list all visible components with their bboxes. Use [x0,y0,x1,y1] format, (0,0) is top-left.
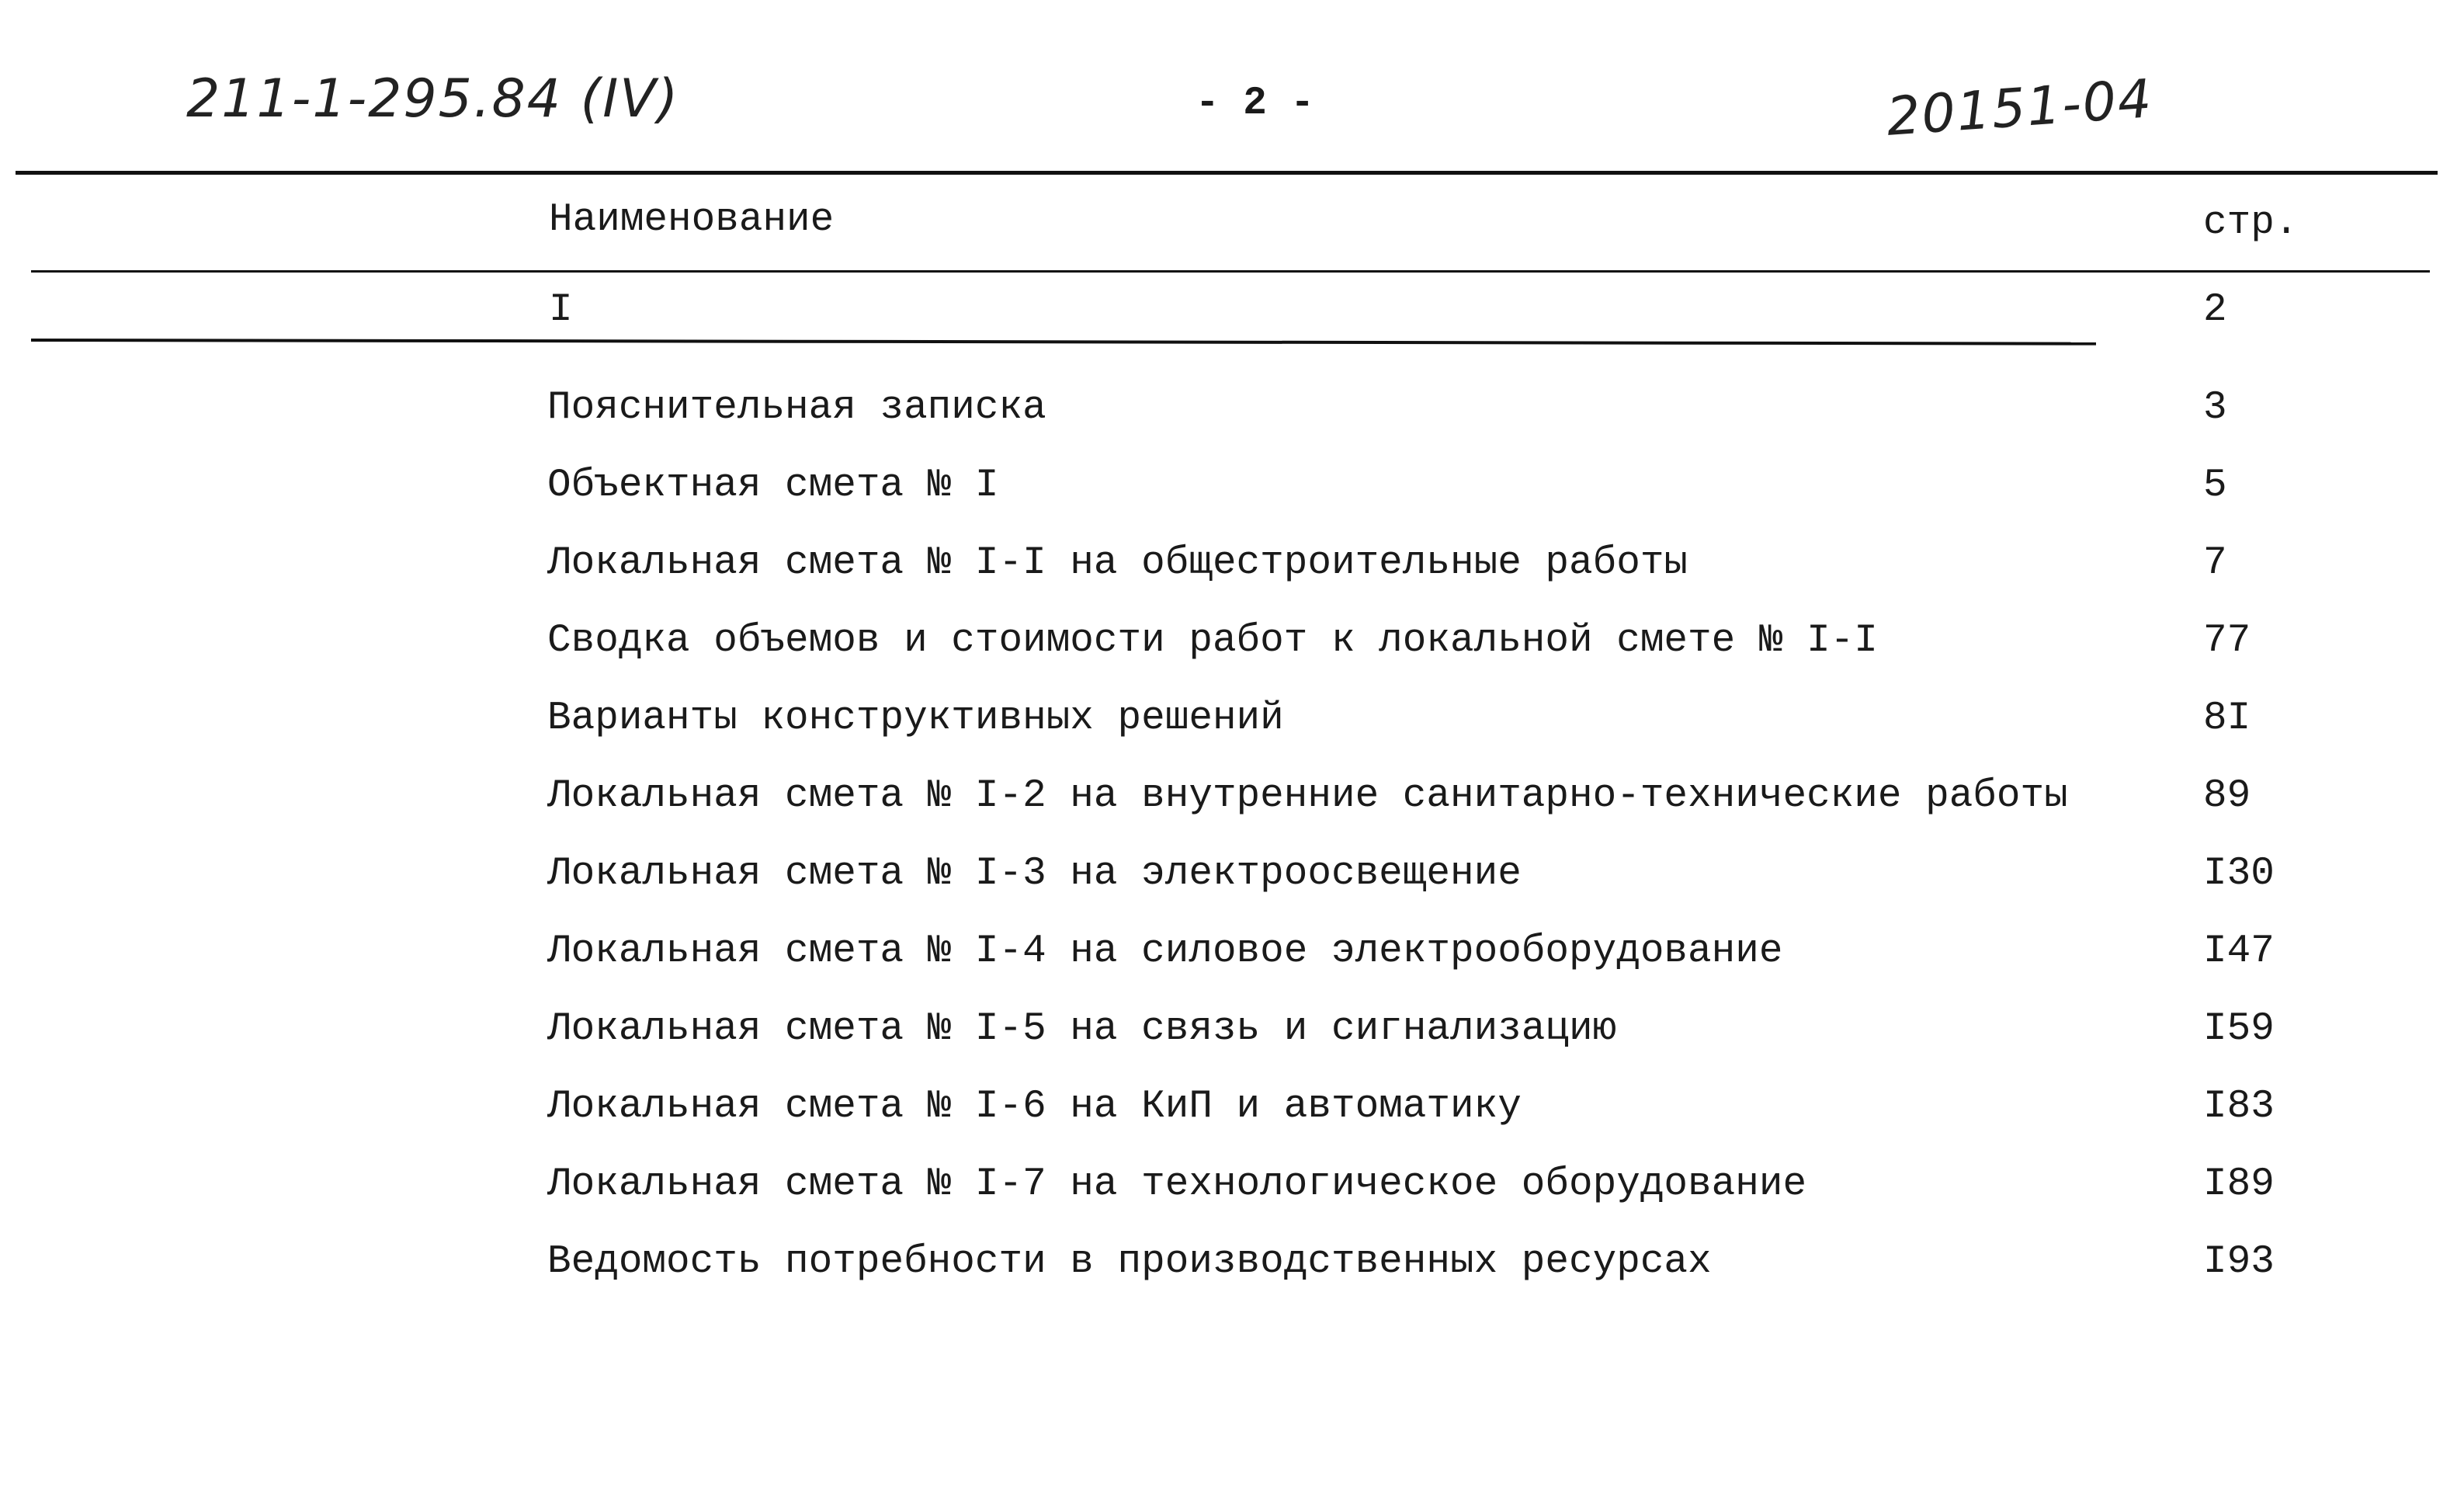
row-page: 3 [2203,386,2227,430]
top-rule [16,171,2438,175]
table-row: Локальная смета № I-5 на связь и сигнали… [547,1009,2333,1056]
row-name: Пояснительная записка [547,386,1046,430]
document-code: 211-1-295.84 (IV) [186,68,680,130]
table-row: Локальная смета № I-4 на силовое электро… [547,932,2333,978]
column-header-page: стр. [2203,201,2299,245]
table-row: Пояснительная записка 3 [547,388,2333,435]
row-page: I59 [2203,1007,2275,1051]
row-name: Варианты конструктивных решений [547,696,1284,741]
row-name: Локальная смета № I-6 на КиП и автоматик… [547,1085,1522,1129]
table-row: Локальная смета № I-I на общестроительны… [547,544,2333,590]
section-name: I [549,288,573,332]
row-name: Локальная смета № I-3 на электроосвещени… [547,852,1522,896]
table-row: Локальная смета № I-7 на технологическое… [547,1165,2333,1211]
archive-number: 20151-04 [1884,68,2155,148]
section-page: 2 [2203,288,2227,332]
row-page: 89 [2203,774,2251,818]
row-name: Локальная смета № I-7 на технологическое… [547,1162,1807,1207]
row-page: 7 [2203,541,2227,585]
column-header-name: Наименование [549,198,835,242]
header-rule [31,270,2430,273]
row-page: 5 [2203,464,2227,508]
row-name: Локальная смета № I-I на общестроительны… [547,541,1688,585]
row-name: Ведомость потребности в производственных… [547,1240,1712,1284]
table-row: Варианты конструктивных решений 8I [547,699,2333,745]
row-page: 77 [2203,619,2251,663]
section-rule [30,339,2096,346]
row-page: I93 [2203,1240,2275,1284]
row-page: I30 [2203,852,2275,896]
row-name: Сводка объемов и стоимости работ к локал… [547,619,1878,663]
table-row: Объектная смета № I 5 [547,466,2333,512]
page-number: - 2 - [1196,82,1315,126]
table-row: Локальная смета № I-6 на КиП и автоматик… [547,1087,2333,1134]
row-name: Объектная смета № I [547,464,999,508]
table-row: Ведомость потребности в производственных… [547,1242,2333,1289]
row-name: Локальная смета № I-2 на внутренние сани… [547,774,2068,818]
row-page: I89 [2203,1162,2275,1207]
row-name: Локальная смета № I-5 на связь и сигнали… [547,1007,1617,1051]
table-row: Локальная смета № I-3 на электроосвещени… [547,854,2333,901]
row-page: I47 [2203,929,2275,974]
table-row: Сводка объемов и стоимости работ к локал… [547,621,2333,668]
row-name: Локальная смета № I-4 на силовое электро… [547,929,1783,974]
row-page: 8I [2203,696,2251,741]
table-row: Локальная смета № I-2 на внутренние сани… [547,776,2333,823]
row-page: I83 [2203,1085,2275,1129]
